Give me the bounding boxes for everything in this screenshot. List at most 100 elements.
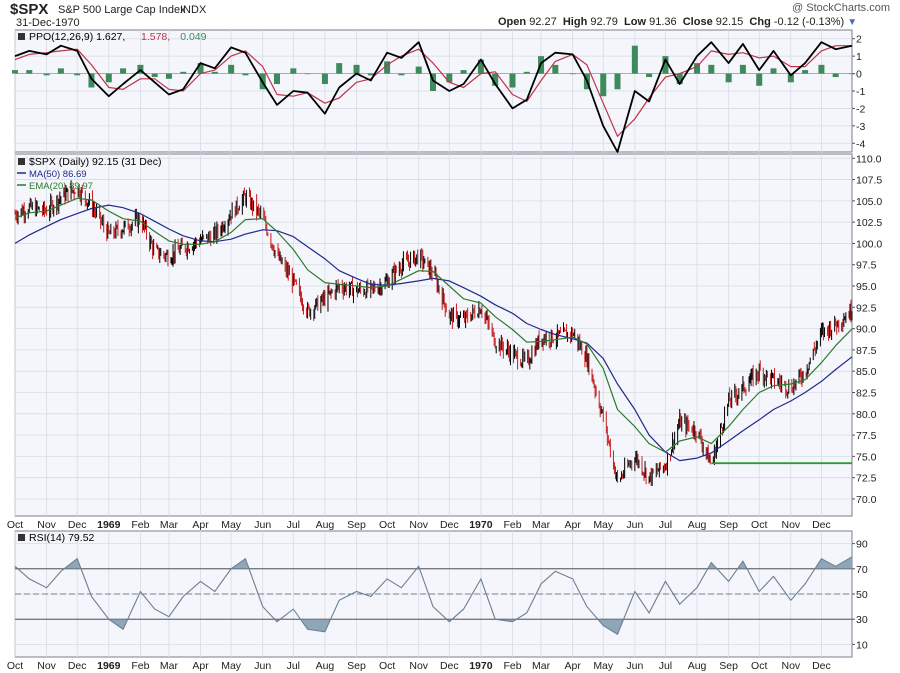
x-tick-label: 1969 xyxy=(97,660,121,672)
ppo-histogram-bar xyxy=(197,63,204,74)
x-tick-label: May xyxy=(593,660,614,672)
y-tick-label: 110.0 xyxy=(856,153,882,165)
x-tick-label: Nov xyxy=(781,660,800,672)
quote-summary: Open 92.27 High 92.79 Low 91.36 Close 92… xyxy=(498,16,857,28)
y-tick-label: 0 xyxy=(856,69,862,81)
y-tick-label: -1 xyxy=(856,86,865,98)
ppo-histogram-bar xyxy=(429,73,436,91)
chart-header: $SPX S&P 500 Large Cap Index INDX 31-Dec… xyxy=(0,0,900,30)
y-tick-label: 97.5 xyxy=(856,260,877,272)
ppo-histogram-bar xyxy=(492,73,499,86)
ppo-histogram-bar xyxy=(228,64,235,74)
ppo-legend: PPO(12,26,9) 1.627, 1.578, 0.049 xyxy=(18,31,207,43)
ppo-histogram-bar xyxy=(509,73,516,88)
x-tick-label: May xyxy=(221,519,242,531)
ppo-histogram-bar xyxy=(552,64,559,74)
y-tick-label: 95.0 xyxy=(856,281,877,293)
ppo-histogram-bar xyxy=(57,68,64,74)
ppo-histogram-bar xyxy=(770,68,777,74)
x-tick-label: Mar xyxy=(160,519,179,531)
x-tick-label: 1970 xyxy=(469,660,493,672)
x-tick-label: Nov xyxy=(37,660,56,672)
y-tick-label: 70 xyxy=(856,564,868,576)
x-tick-label: Jun xyxy=(254,660,271,672)
ppo-histogram-bar xyxy=(676,73,683,85)
ema20-line xyxy=(14,197,853,453)
ppo-histogram-bar xyxy=(446,73,453,83)
x-tick-label: Sep xyxy=(347,660,366,672)
ppo-histogram-bar xyxy=(43,73,50,76)
x-tick-label: Dec xyxy=(440,660,459,672)
x-tick-label: Aug xyxy=(316,660,335,672)
y-tick-label: -2 xyxy=(856,103,865,115)
ppo-histogram-bar xyxy=(304,73,311,75)
x-tick-label: Dec xyxy=(68,519,87,531)
chg-value: -0.12 (-0.13%) xyxy=(773,16,845,28)
ppo-histogram-bar xyxy=(88,73,95,88)
rsi-legend: RSI(14) 79.52 xyxy=(18,532,95,544)
y-tick-label: 90 xyxy=(856,539,868,551)
y-tick-label: 70.0 xyxy=(856,494,877,506)
chart-date: 31-Dec-1970 xyxy=(16,17,80,29)
ppo-histogram-bar xyxy=(600,73,607,97)
x-tick-label: Jul xyxy=(287,660,300,672)
x-tick-label: Mar xyxy=(532,660,551,672)
y-tick-label: 87.5 xyxy=(856,345,877,357)
legend-swatch xyxy=(18,534,25,541)
y-tick-label: 85.0 xyxy=(856,366,877,378)
ppo-histogram-bar xyxy=(384,61,391,74)
x-tick-label: Jul xyxy=(659,519,672,531)
x-tick-label: Sep xyxy=(719,660,738,672)
ppo-histogram-bar xyxy=(26,70,33,74)
y-tick-label: 82.5 xyxy=(856,387,877,399)
x-tick-label: Aug xyxy=(316,519,335,531)
ppo-legend-signal: 1.578, xyxy=(141,31,170,43)
x-tick-label: Dec xyxy=(440,519,459,531)
ppo-histogram-bar xyxy=(290,68,297,74)
ppo-histogram-bar xyxy=(569,73,576,75)
panel-background xyxy=(14,153,853,517)
legend-swatch xyxy=(18,33,25,40)
y-tick-label: -3 xyxy=(856,121,865,133)
high-value: 92.79 xyxy=(590,16,618,28)
price-legend-entry: $SPX (Daily) 92.15 (31 Dec) xyxy=(29,156,161,168)
y-tick-label: 2 xyxy=(856,34,862,46)
open-label: Open xyxy=(498,16,527,28)
ppo-histogram-bar xyxy=(367,73,374,76)
low-label: Low xyxy=(624,16,647,28)
symbol-title: $SPX xyxy=(10,1,49,18)
ppo-histogram-bar xyxy=(694,63,701,74)
x-tick-label: Jul xyxy=(659,660,672,672)
ppo-histogram-bar xyxy=(849,73,855,75)
ppo-histogram-bar xyxy=(151,73,158,78)
x-tick-label: May xyxy=(221,660,242,672)
x-tick-label: Apr xyxy=(564,519,581,531)
stockcharts-logo[interactable]: @ StockCharts.com xyxy=(792,2,890,14)
y-tick-label: 30 xyxy=(856,614,868,626)
x-tick-label: May xyxy=(593,519,614,531)
ppo-histogram-bar xyxy=(708,64,715,74)
x-tick-label: Jul xyxy=(287,519,300,531)
x-tick-label: Aug xyxy=(688,519,707,531)
ppo-histogram-bar xyxy=(477,59,484,74)
chevron-down-icon[interactable]: ▼ xyxy=(847,17,858,28)
ppo-histogram-bar xyxy=(336,63,343,74)
x-tick-label: Nov xyxy=(409,519,428,531)
ppo-histogram-bar xyxy=(415,66,422,74)
x-tick-label: Jun xyxy=(626,660,643,672)
x-tick-label: Apr xyxy=(564,660,581,672)
x-tick-label: Jun xyxy=(626,519,643,531)
high-label: High xyxy=(562,16,588,28)
x-tick-label: Dec xyxy=(68,660,87,672)
ppo-histogram-bar xyxy=(353,64,360,74)
y-tick-label: 107.5 xyxy=(856,175,882,187)
ppo-histogram-bar xyxy=(832,73,839,78)
panel-price: 110.0 107.5 105.0 102.5 100.0 97.5 95.0 92.5 90.… xyxy=(14,153,882,517)
exchange-label: INDX xyxy=(180,4,207,16)
close-label: Close xyxy=(682,16,713,28)
index-name: S&P 500 Large Cap Index xyxy=(58,4,186,16)
x-tick-label: Apr xyxy=(192,660,209,672)
x-tick-label: Mar xyxy=(532,519,551,531)
ppo-line xyxy=(14,41,853,153)
